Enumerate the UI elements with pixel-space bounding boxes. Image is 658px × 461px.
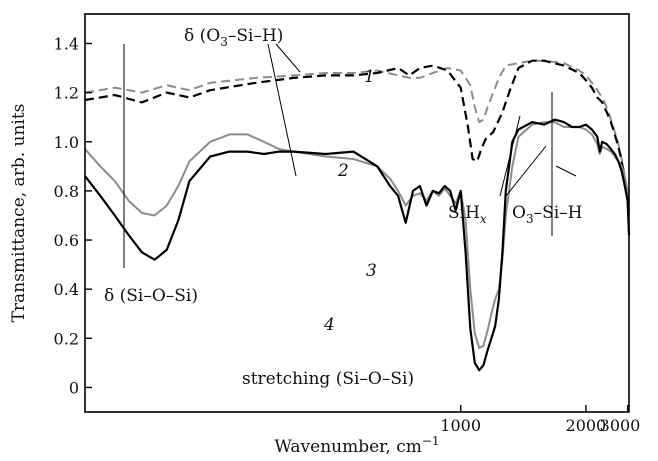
annotation-o3-si-h-stretch-sub: 3 bbox=[526, 212, 534, 226]
curve-label-3: 3 bbox=[366, 261, 377, 281]
annotation-o3-si-h-stretch-a: O bbox=[512, 203, 526, 223]
y-tick-label: 0.4 bbox=[54, 280, 79, 299]
x-axis-label-text: Wavenumber, cm bbox=[274, 437, 421, 457]
y-tick-label: 1.4 bbox=[54, 34, 79, 53]
y-tick-label: 1.2 bbox=[54, 84, 79, 103]
annotation-o3-si-h-bend: δ (O3–Si–H) bbox=[184, 26, 283, 49]
leader-o3-si-h-bend-right bbox=[275, 43, 301, 73]
annotation-o3-si-h-stretch: O3–Si–H bbox=[512, 203, 583, 226]
curves-layer bbox=[84, 59, 631, 372]
plot-frame bbox=[84, 13, 630, 413]
x-tick-label: 1000 bbox=[440, 416, 481, 435]
y-axis-label: Transmittance, arb. units bbox=[9, 104, 29, 323]
series-2-line bbox=[84, 59, 631, 216]
x-tick-label: 2000 bbox=[566, 416, 607, 435]
annotation-o3-si-h-bend-sub: 3 bbox=[220, 35, 228, 49]
annotation-o3-si-h-bend-a: δ (O bbox=[184, 26, 220, 46]
annotation-six-sub: x bbox=[480, 212, 487, 226]
curve-label-1: 1 bbox=[364, 67, 375, 87]
x-tick-label: 3000 bbox=[600, 416, 641, 435]
series-3-line bbox=[84, 121, 630, 350]
leader-o3-si-h-stretch-tail bbox=[555, 165, 577, 177]
curve-label-2: 2 bbox=[337, 161, 349, 181]
series-4-line bbox=[84, 118, 631, 372]
annotation-six-a: SiH bbox=[448, 203, 480, 223]
x-axis-label: Wavenumber, cm−1 bbox=[274, 434, 439, 457]
annotation-stretching: stretching (Si–O–Si) bbox=[242, 369, 414, 389]
leader-o3-si-h-bend-left bbox=[267, 43, 297, 177]
x-axis-label-superscript: −1 bbox=[422, 434, 440, 448]
annotation-six: SiHx bbox=[448, 203, 487, 226]
annotation-si-o-si-bend: δ (Si–O–Si) bbox=[104, 286, 198, 306]
y-tick-label: 0.6 bbox=[54, 231, 79, 250]
annotation-leaders bbox=[123, 43, 577, 268]
annotation-o3-si-h-bend-b: –Si–H) bbox=[228, 26, 284, 46]
annotation-o3-si-h-stretch-b: –Si–H bbox=[534, 203, 583, 223]
y-tick-label: 0 bbox=[69, 378, 79, 397]
leader-six-2 bbox=[505, 145, 547, 197]
y-tick-label: 1.0 bbox=[54, 133, 79, 152]
y-tick-label: 0.2 bbox=[54, 329, 79, 348]
curve-label-4: 4 bbox=[323, 315, 335, 335]
y-tick-label: 0.8 bbox=[54, 182, 79, 201]
series-1-line bbox=[84, 59, 630, 211]
leader-six-1 bbox=[499, 115, 521, 197]
